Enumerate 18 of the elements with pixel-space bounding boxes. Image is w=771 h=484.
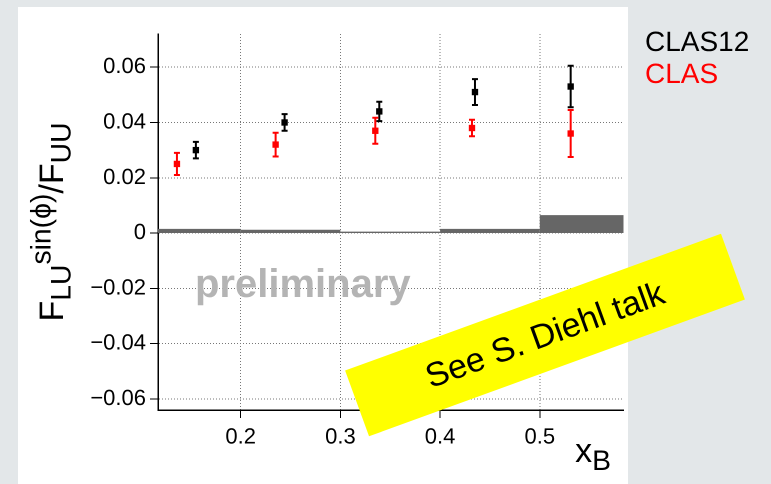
text: CLAS bbox=[645, 58, 720, 90]
y-tick-label: 0.04 bbox=[103, 108, 146, 134]
y-tick-label: −0.06 bbox=[90, 385, 146, 410]
point bbox=[567, 83, 574, 90]
point bbox=[376, 108, 382, 115]
point bbox=[567, 130, 574, 137]
point bbox=[272, 141, 279, 148]
point bbox=[372, 128, 378, 134]
x-tick-label: 0.2 bbox=[225, 423, 256, 448]
y-tick-label: −0.04 bbox=[90, 330, 146, 355]
y-tick-label: 0.02 bbox=[103, 164, 146, 189]
point bbox=[192, 146, 200, 154]
annotation: See S. Diehl talk bbox=[420, 274, 670, 396]
text: CLAS12 bbox=[645, 26, 750, 58]
y-tick-label: −0.02 bbox=[90, 274, 146, 300]
y-tick-label: 0.06 bbox=[103, 53, 146, 78]
point bbox=[281, 119, 288, 126]
y-tick-label: 0 bbox=[134, 219, 146, 244]
